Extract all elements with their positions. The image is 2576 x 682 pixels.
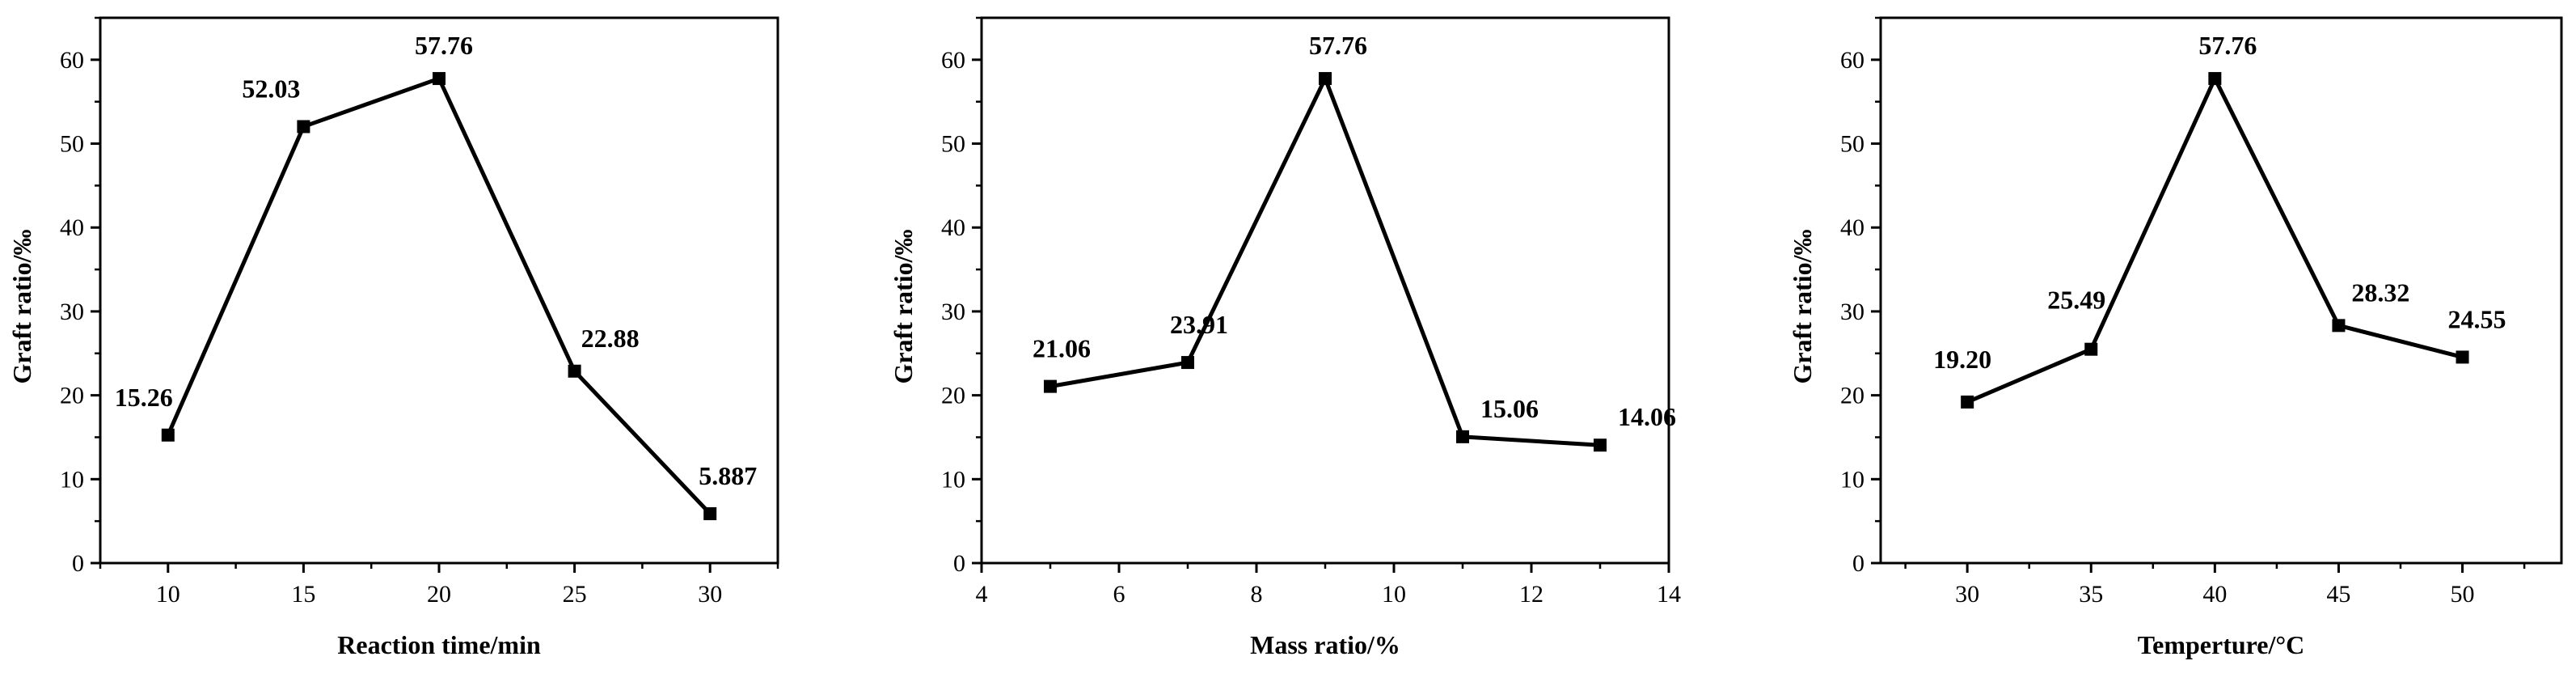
data-point-marker [433,72,446,86]
y-tick-label: 30 [941,299,965,325]
y-tick-label: 0 [953,550,965,577]
x-axis-title: Temperture/°C [2138,630,2305,659]
plot-frame [980,16,1670,565]
y-tick-label: 30 [1840,299,1864,325]
data-label: 25.49 [2047,286,2105,315]
data-label: 24.55 [2448,304,2506,333]
x-tick-label: 14 [1657,581,1681,608]
data-point-marker [2456,350,2469,364]
x-tick-label: 8 [1251,581,1263,608]
x-tick-label: 45 [2326,581,2350,608]
plot-frame [99,16,779,565]
x-tick-label: 15 [291,581,315,608]
x-tick-label: 30 [1955,581,1979,608]
x-tick-label: 10 [1382,581,1406,608]
y-tick-label: 40 [941,214,965,241]
data-label: 19.20 [1933,345,1991,374]
data-point-marker [297,120,310,133]
y-tick-label: 20 [1840,383,1864,409]
y-tick-label: 20 [941,383,965,409]
data-label: 22.88 [581,324,640,353]
data-point-marker [1456,430,1469,443]
y-tick-label: 50 [60,131,84,158]
data-point-marker [1044,379,1057,393]
data-point-marker [1961,395,1974,409]
x-tick-label: 25 [563,581,587,608]
data-point-marker [161,428,175,442]
x-tick-label: 6 [1113,581,1125,608]
data-label: 23.91 [1170,310,1228,339]
y-axis-title: Graft ratio/‰ [7,229,36,383]
data-point-marker [1319,72,1332,86]
x-axis-title: Mass ratio/% [1250,630,1400,659]
x-tick-label: 40 [2202,581,2227,608]
y-tick-label: 10 [1840,466,1864,493]
data-label: 28.32 [2351,277,2409,307]
data-point-marker [703,506,717,520]
y-tick-label: 50 [1840,131,1864,158]
y-axis-title: Graft ratio/‰ [889,229,918,383]
data-point-marker [2084,342,2098,356]
data-point-marker [2332,319,2346,333]
data-label: 57.76 [415,31,473,60]
series-line [166,75,712,515]
y-tick-label: 20 [60,383,84,409]
y-tick-label: 40 [60,214,84,241]
y-tick-label: 60 [941,47,965,74]
data-point-marker [1181,356,1194,370]
x-axis-title: Reaction time/min [337,630,541,659]
data-label: 14.06 [1618,402,1676,431]
y-axis-title: Graft ratio/‰ [1788,229,1817,383]
plot-frame [1879,16,2563,565]
data-point-marker [2208,72,2222,86]
x-tick-label: 4 [976,581,988,608]
data-label: 15.06 [1480,394,1539,423]
y-tick-label: 10 [60,466,84,493]
y-tick-label: 60 [1840,47,1864,74]
y-tick-label: 40 [1840,214,1864,241]
x-tick-label: 30 [698,581,722,608]
data-label: 15.26 [115,383,173,412]
chart-panel-2: 0 10 20 30 40 50 60 4 6 8 10 12 14 Mass ratio/% Graft … [889,16,1681,659]
y-tick-label: 0 [1852,550,1864,577]
series-line [1966,74,2464,405]
x-tick-label: 35 [2079,581,2103,608]
x-tick-label: 20 [427,581,451,608]
y-tick-label: 10 [941,466,965,493]
data-point-marker [568,364,581,378]
x-tick-label: 10 [156,581,180,608]
x-tick-label: 50 [2451,581,2475,608]
x-tick-label: 12 [1519,581,1543,608]
y-tick-label: 60 [60,47,84,74]
y-tick-label: 30 [60,299,84,325]
data-point-marker [1594,438,1607,452]
chart-panel-1: 0 10 20 30 40 50 60 10 15 20 25 30 Reaction time/min… [7,16,779,659]
chart-panel-3: 0 10 20 30 40 50 60 30 35 40 45 50 Temperture/°C Graf… [1788,16,2563,659]
data-label: 52.03 [242,74,300,103]
data-label: 5.887 [699,461,757,490]
y-tick-label: 0 [72,550,84,577]
data-label: 57.76 [1309,31,1367,60]
y-tick-label: 50 [941,131,965,158]
series-line [1049,73,1601,447]
data-label: 21.06 [1033,334,1091,363]
data-label: 57.76 [2198,31,2257,60]
